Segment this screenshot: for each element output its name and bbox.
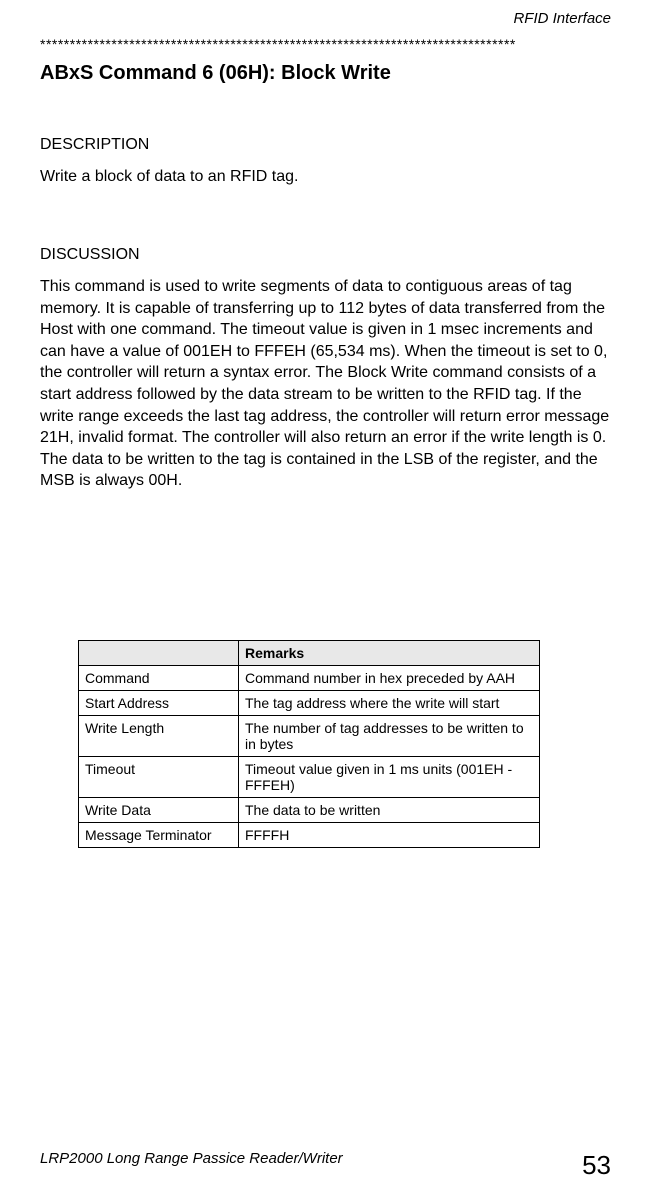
header-blank — [79, 641, 239, 666]
field-cell: Write Data — [79, 798, 239, 823]
table-row: Message Terminator FFFFH — [79, 823, 540, 848]
header-remarks: Remarks — [239, 641, 540, 666]
field-cell: Start Address — [79, 691, 239, 716]
table-row: Command Command number in hex preceded b… — [79, 666, 540, 691]
remarks-cell: Command number in hex preceded by AAH — [239, 666, 540, 691]
divider-stars: ****************************************… — [40, 36, 651, 52]
description-heading: DESCRIPTION — [40, 136, 611, 154]
command-title: ABxS Command 6 (06H): Block Write — [40, 62, 391, 85]
footer-title: LRP2000 Long Range Passice Reader/Writer — [40, 1150, 343, 1167]
remarks-table: Remarks Command Command number in hex pr… — [78, 640, 540, 848]
remarks-cell: The number of tag addresses to be writte… — [239, 716, 540, 757]
field-cell: Message Terminator — [79, 823, 239, 848]
remarks-cell: Timeout value given in 1 ms units (001EH… — [239, 757, 540, 798]
remarks-table-wrap: Remarks Command Command number in hex pr… — [78, 640, 540, 848]
table-row: Write Length The number of tag addresses… — [79, 716, 540, 757]
field-cell: Write Length — [79, 716, 239, 757]
description-text: Write a block of data to an RFID tag. — [40, 166, 611, 188]
discussion-text: This command is used to write segments o… — [40, 276, 611, 492]
table-row: Start Address The tag address where the … — [79, 691, 540, 716]
page-footer: LRP2000 Long Range Passice Reader/Writer… — [40, 1150, 611, 1181]
field-cell: Command — [79, 666, 239, 691]
table-row: Timeout Timeout value given in 1 ms unit… — [79, 757, 540, 798]
remarks-cell: FFFFH — [239, 823, 540, 848]
remarks-cell: The tag address where the write will sta… — [239, 691, 540, 716]
remarks-cell: The data to be written — [239, 798, 540, 823]
discussion-heading: DISCUSSION — [40, 246, 611, 264]
footer-page-number: 53 — [582, 1150, 611, 1181]
field-cell: Timeout — [79, 757, 239, 798]
table-row: Write Data The data to be written — [79, 798, 540, 823]
table-header-row: Remarks — [79, 641, 540, 666]
running-head: RFID Interface — [513, 10, 611, 27]
